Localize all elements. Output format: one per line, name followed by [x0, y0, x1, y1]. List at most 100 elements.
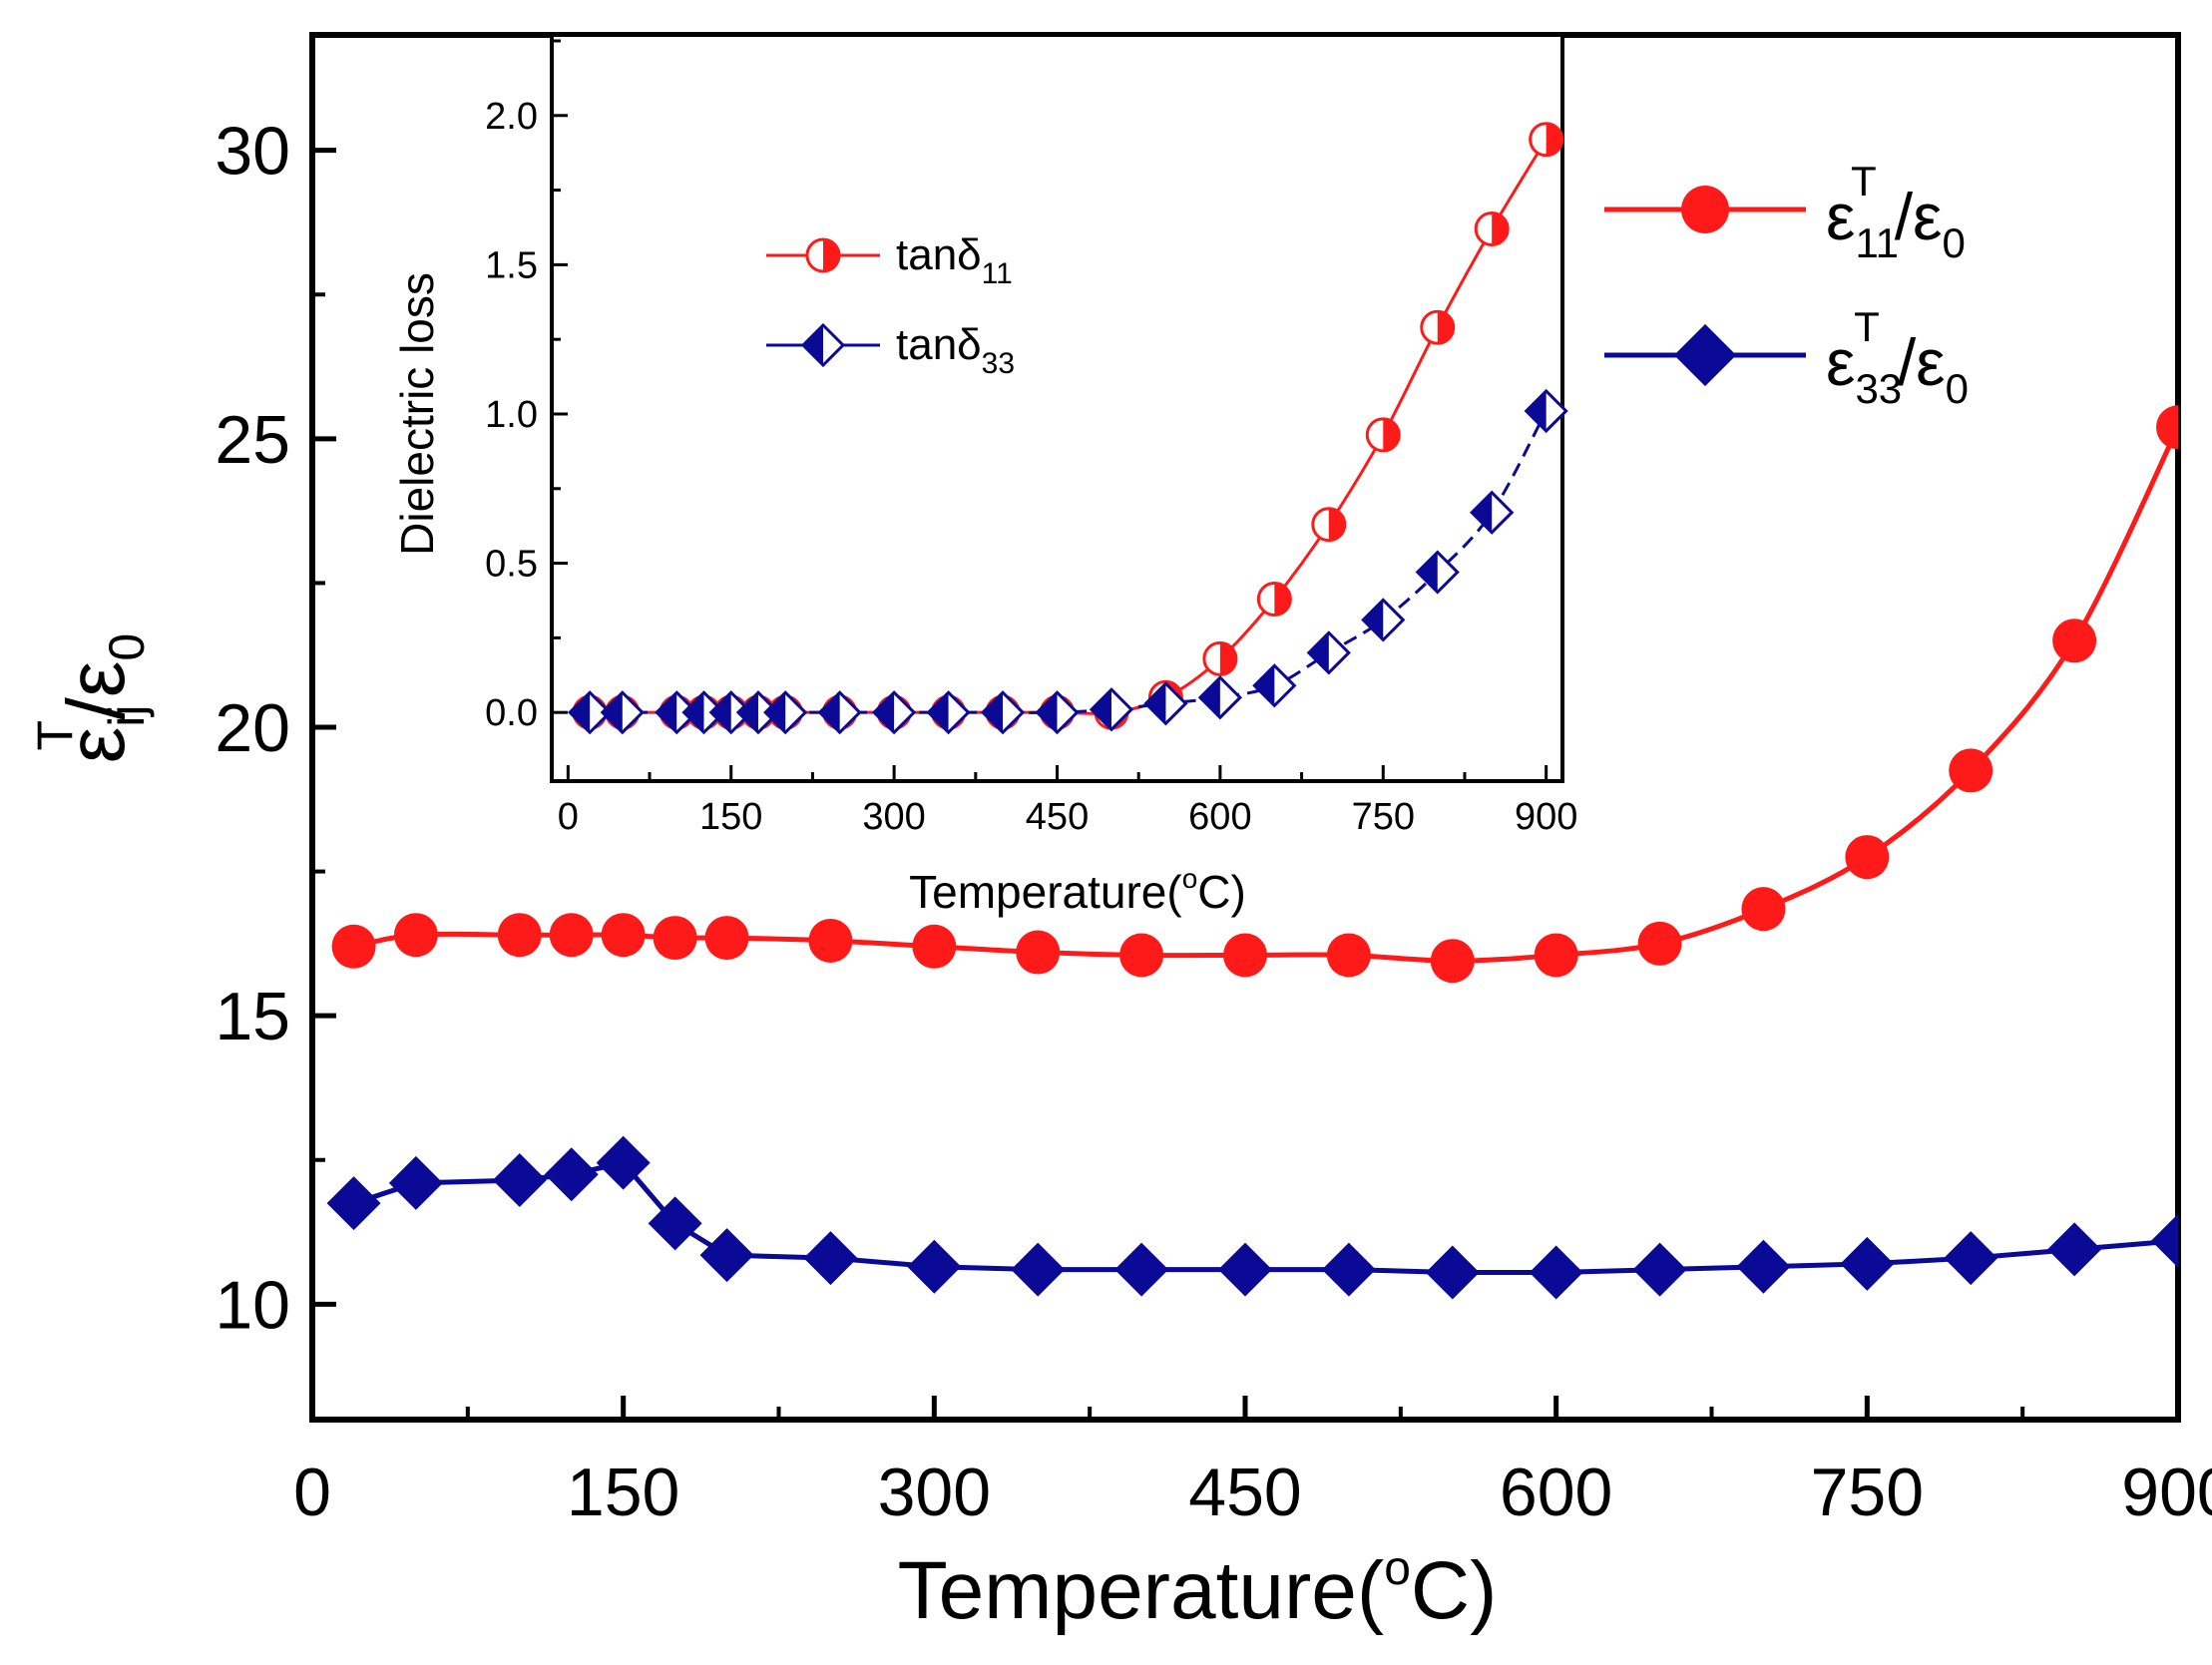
- inset-y-tick-label-1: 1.0: [485, 394, 538, 436]
- main-point-eps33-20: [326, 1176, 381, 1231]
- inset-point-tan11-750: [1365, 417, 1401, 453]
- main-point-eps33-100: [492, 1152, 547, 1207]
- inset-x-axis-title-degree: o: [1182, 863, 1198, 894]
- inset-x-axis-title-unit: C): [1197, 866, 1246, 918]
- inset-x-tick-label-150: 150: [699, 796, 762, 838]
- main-point-eps11-50: [393, 913, 438, 958]
- inset-x-tick-label-300: 300: [862, 796, 925, 838]
- main-point-eps33-550: [1425, 1245, 1480, 1300]
- main-point-eps11-250: [808, 918, 853, 963]
- inset-point-tan33-350: [926, 690, 971, 735]
- inset-point-tan33-450-fill: [1037, 692, 1058, 733]
- main-point-eps11-450: [1223, 933, 1267, 978]
- inset-point-tan33-175: [735, 690, 781, 735]
- inset-point-tan33-450: [1035, 690, 1080, 735]
- inset-point-tan33-550-fill: [1145, 683, 1166, 724]
- inset-point-tan33-150-fill: [710, 692, 731, 733]
- legend-label-eps11: ε11T/ε0: [1826, 158, 1966, 266]
- inset-background: [552, 35, 1562, 781]
- main-y-tick-label-10: 10: [215, 1267, 290, 1343]
- inset-point-tan33-350-fill: [928, 692, 949, 733]
- main-point-eps33-600: [1529, 1245, 1583, 1300]
- legend-marker-tan11-shape-fill: [823, 239, 839, 271]
- main-point-eps33-450: [1218, 1242, 1272, 1297]
- main-y-axis-title: εijT/ε0: [27, 633, 155, 764]
- inset-x-tick-label-0: 0: [558, 796, 579, 838]
- inset-point-tan33-400-fill: [983, 692, 1004, 733]
- main-point-eps33-125: [544, 1147, 599, 1202]
- inset-point-tan33-125-fill: [683, 692, 704, 733]
- inset-point-tan33-100-fill: [657, 692, 677, 733]
- inset-x-ticks: 0 150 300 450 600 750 900: [558, 765, 1577, 838]
- inset-point-tan33-750-fill: [1363, 600, 1384, 640]
- legend-marker-tan11: [805, 237, 841, 273]
- legend-marker-eps11: [1681, 186, 1729, 233]
- main-point-eps11-20: [331, 924, 376, 969]
- inset-y-ticks: 0.0 0.5 1.0 1.5 2.0: [485, 39, 568, 734]
- inset-point-tan33-500-fill: [1091, 689, 1111, 730]
- svg-text:εijT/ε0: εijT/ε0: [27, 633, 155, 764]
- inset-y-tick-label-0: 0.0: [485, 692, 538, 734]
- main-point-eps33-150: [596, 1135, 651, 1190]
- main-x-axis-title: Temperature(oC): [898, 1542, 1498, 1636]
- main-point-eps33-175: [648, 1196, 702, 1251]
- main-point-eps33-500: [1321, 1242, 1376, 1297]
- inset-point-tan11-700-fill: [1328, 508, 1345, 541]
- main-point-eps11-200: [704, 916, 749, 961]
- inset-point-tan11-800-fill: [1437, 311, 1454, 344]
- main-point-eps11-125: [549, 913, 594, 958]
- inset-y-axis-title: Dielectric loss: [391, 272, 443, 556]
- inset-point-tan33-175-fill: [737, 692, 758, 733]
- main-y-tick-label-20: 20: [215, 690, 290, 766]
- inset-point-tan33-650: [1252, 663, 1297, 708]
- inset-point-tan33-900-fill: [1526, 390, 1547, 431]
- inset-point-tan33-20: [568, 690, 613, 735]
- inset-x-tick-label-750: 750: [1352, 796, 1415, 838]
- main-y-title-eps: ε: [51, 727, 142, 764]
- inset-y-tick-label-1.5: 1.5: [485, 244, 538, 286]
- main-point-eps33-650: [1632, 1242, 1687, 1297]
- main-point-eps11-650: [1637, 921, 1682, 966]
- main-point-eps33-50: [388, 1155, 443, 1210]
- inset-y-tick-label-0.5: 0.5: [485, 544, 538, 586]
- inset-point-tan33-800-fill: [1417, 552, 1438, 593]
- inset-point-tan33-50-fill: [602, 692, 623, 733]
- inset-point-tan11-800: [1420, 309, 1456, 345]
- inset-point-tan11-650: [1256, 581, 1292, 617]
- inset-point-tan33-500: [1089, 687, 1134, 732]
- main-y-ticks: 10 15 20 25 30: [215, 114, 336, 1343]
- main-point-eps11-300: [912, 924, 957, 969]
- legend-marker-tan33: [800, 322, 846, 368]
- main-point-eps33-850: [2047, 1222, 2102, 1277]
- inset-point-tan11-600-fill: [1219, 642, 1236, 675]
- inset-point-tan11-700: [1311, 507, 1347, 543]
- main-point-eps11-500: [1326, 933, 1371, 978]
- main-point-eps11-900: [2156, 405, 2178, 450]
- main-point-eps11-100: [497, 913, 542, 958]
- inset-point-tan33-800: [1415, 550, 1460, 595]
- legend-entry-tan33: tanδ33: [766, 320, 1015, 380]
- main-y-tick-label-25: 25: [215, 402, 290, 478]
- inset-x-axis-title-base: Temperature(: [909, 866, 1182, 918]
- inset-series-layer: [568, 122, 1568, 735]
- legend-marker-tan33-shape: [800, 322, 846, 368]
- inset-point-tan33-700: [1306, 630, 1351, 675]
- main-y-title-eps0: ε: [51, 661, 142, 698]
- main-chart: 0 150 300 450 600 750 900 10 15 20 25 30 Temperatu…: [27, 32, 2212, 1636]
- legend-entry-eps11: ε11T/ε0: [1604, 158, 1966, 266]
- main-point-eps11-750: [1845, 835, 1890, 880]
- inset-point-tan11-850-fill: [1492, 212, 1509, 245]
- inset-point-tan33-600-fill: [1199, 677, 1220, 718]
- inset-point-tan33-650-fill: [1254, 665, 1275, 706]
- inset-point-tan33-200: [763, 690, 808, 735]
- main-x-axis-title-unit: C): [1411, 1545, 1498, 1636]
- main-point-eps11-175: [653, 916, 697, 961]
- inset-x-tick-label-600: 600: [1188, 796, 1251, 838]
- legend-label-tan11: tanδ11: [896, 230, 1013, 290]
- inset-point-tan11-650-fill: [1274, 583, 1291, 616]
- inset-point-tan33-50: [600, 690, 645, 735]
- inset-x-axis-title: Temperature(oC): [909, 863, 1246, 918]
- inset-chart: 0 150 300 450 600 750 900 0.0 0.5 1.0 1.5 2.0 Temp…: [391, 33, 1577, 918]
- main-series-layer: [326, 405, 2178, 1300]
